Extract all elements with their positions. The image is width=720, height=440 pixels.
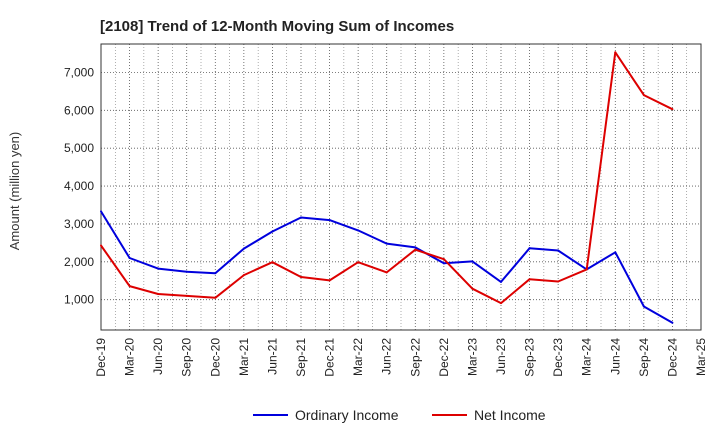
x-tick-label: Jun-21 xyxy=(265,338,279,375)
data-point-net-income xyxy=(214,296,217,299)
data-point-net-income xyxy=(300,275,302,278)
x-tick-label: Mar-25 xyxy=(694,338,708,376)
data-point-ordinary-income xyxy=(100,210,102,213)
data-point-net-income xyxy=(157,293,160,296)
data-point-ordinary-income xyxy=(328,219,331,222)
data-point-ordinary-income xyxy=(157,267,160,270)
x-tick-label: Jun-22 xyxy=(380,338,394,375)
x-tick-label: Sep-22 xyxy=(408,338,422,377)
plot-area: 1,000 2,000 3,000 4,000 5,000 6,000 7,000 Dec-1… xyxy=(64,43,708,377)
data-point-net-income xyxy=(185,294,188,297)
y-tick-label: 6,000 xyxy=(64,103,94,117)
data-point-ordinary-income xyxy=(271,230,274,233)
data-point-ordinary-income xyxy=(385,242,388,245)
legend-label-ordinary-income: Ordinary Income xyxy=(295,407,399,423)
y-tick-label: 4,000 xyxy=(64,179,94,193)
data-point-ordinary-income xyxy=(357,229,360,232)
x-tick-label: Mar-23 xyxy=(465,338,479,376)
data-point-ordinary-income xyxy=(557,249,560,252)
x-tick-label: Sep-24 xyxy=(637,338,651,377)
x-tick-label: Dec-21 xyxy=(323,338,337,377)
x-tick-label: Mar-22 xyxy=(351,338,365,376)
x-tick-label: Jun-23 xyxy=(494,338,508,375)
data-point-net-income xyxy=(271,261,274,264)
y-tick-label: 3,000 xyxy=(64,217,94,231)
y-tick-label: 5,000 xyxy=(64,141,94,155)
data-point-net-income xyxy=(385,271,388,274)
x-tick-label: Dec-19 xyxy=(94,338,108,377)
data-point-net-income xyxy=(128,285,131,288)
data-point-net-income xyxy=(557,280,560,283)
data-point-net-income xyxy=(614,51,617,54)
plot-border xyxy=(100,43,702,331)
data-point-net-income xyxy=(671,108,674,111)
data-point-net-income xyxy=(242,274,245,277)
x-tick-label: Mar-20 xyxy=(123,338,137,376)
y-axis-label: Amount (million yen) xyxy=(7,132,22,251)
data-point-ordinary-income xyxy=(471,260,474,263)
data-point-net-income xyxy=(328,279,331,282)
data-point-net-income xyxy=(357,261,360,264)
legend-label-net-income: Net Income xyxy=(474,407,546,423)
x-tick-label: Jun-24 xyxy=(608,338,622,375)
x-tick-label: Mar-24 xyxy=(580,338,594,376)
x-tick-label: Sep-20 xyxy=(180,338,194,377)
data-point-ordinary-income xyxy=(185,270,188,273)
data-point-ordinary-income xyxy=(642,305,645,308)
data-point-ordinary-income xyxy=(414,246,417,249)
x-tick-label: Jun-20 xyxy=(151,338,165,375)
data-point-ordinary-income xyxy=(500,280,502,283)
data-point-net-income xyxy=(471,287,474,290)
y-tick-label: 2,000 xyxy=(64,255,94,269)
data-point-net-income xyxy=(642,94,645,97)
y-tick-label: 1,000 xyxy=(64,293,94,307)
x-tick-label: Sep-23 xyxy=(523,338,537,377)
x-tick-label: Sep-21 xyxy=(294,338,308,377)
data-point-ordinary-income xyxy=(614,251,617,254)
x-tick-label: Dec-24 xyxy=(665,338,679,377)
data-point-ordinary-income xyxy=(242,247,245,250)
data-point-net-income xyxy=(414,248,417,251)
x-tick-label: Mar-21 xyxy=(237,338,251,376)
x-tick-label: Dec-22 xyxy=(437,338,451,377)
x-tick-label: Dec-23 xyxy=(551,338,565,377)
data-point-ordinary-income xyxy=(528,247,531,250)
data-point-ordinary-income xyxy=(300,216,302,219)
data-point-net-income xyxy=(442,258,445,261)
data-point-net-income xyxy=(500,302,502,305)
data-point-ordinary-income xyxy=(442,262,445,265)
data-point-net-income xyxy=(100,244,102,247)
legend: Ordinary Income Net Income xyxy=(253,407,546,423)
data-point-net-income xyxy=(585,268,588,271)
x-tick-label: Dec-20 xyxy=(208,338,222,377)
y-tick-label: 7,000 xyxy=(64,65,94,79)
data-point-net-income xyxy=(528,278,531,281)
chart-title: [2108] Trend of 12-Month Moving Sum of I… xyxy=(100,18,454,35)
data-point-ordinary-income xyxy=(128,257,131,260)
data-point-ordinary-income xyxy=(214,272,217,275)
data-point-ordinary-income xyxy=(671,321,674,324)
